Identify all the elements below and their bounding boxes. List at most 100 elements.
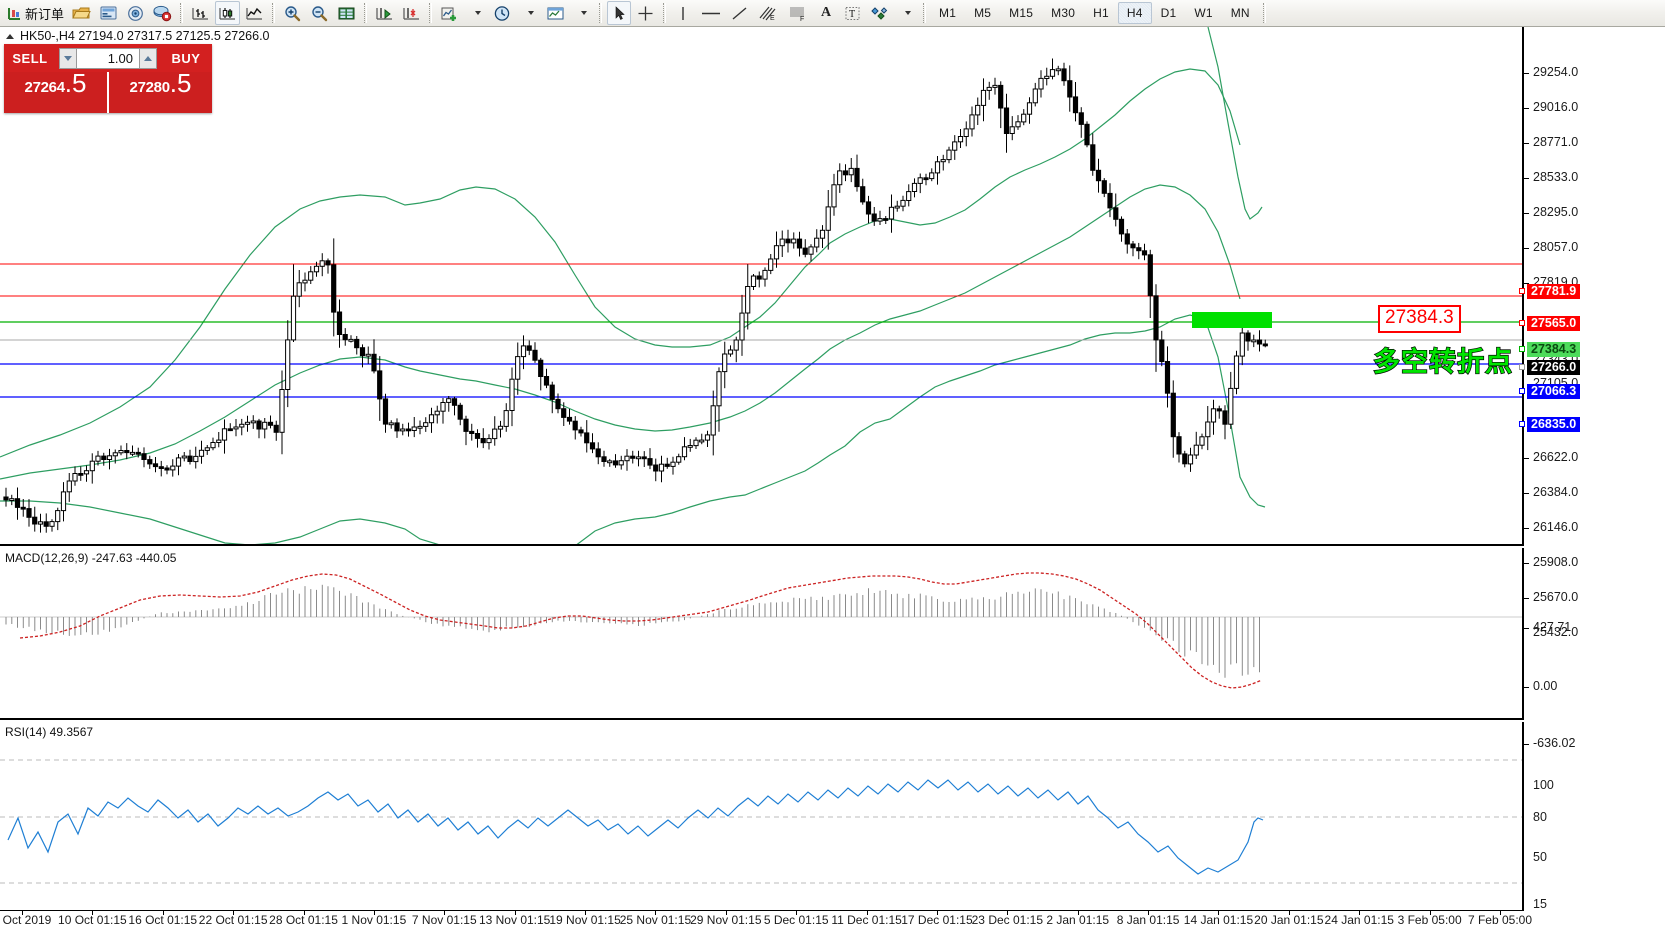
profiles-button[interactable] [69, 1, 94, 25]
zoom-out-button[interactable] [307, 1, 332, 25]
candle-body-up [181, 455, 187, 459]
crosshair-icon [638, 6, 653, 20]
shapes-dropdown[interactable] [894, 1, 918, 25]
svg-text:F: F [800, 16, 804, 22]
candle-body-down [32, 516, 38, 525]
fibonacci-button[interactable]: F [784, 1, 812, 25]
sell-price-decimal: .5 [64, 68, 87, 98]
auto-scroll-button[interactable] [372, 1, 397, 25]
candle-body-down [653, 464, 659, 472]
chevron-up-icon [144, 55, 152, 61]
indicators-dropdown[interactable] [464, 1, 488, 25]
timeframe-m30-button[interactable]: M30 [1051, 6, 1076, 20]
price-level-handle[interactable] [1519, 288, 1525, 294]
price-level-handle[interactable] [1519, 320, 1525, 326]
templates-button[interactable] [543, 1, 568, 25]
line-chart-button[interactable] [242, 1, 267, 25]
candle-body-down [3, 496, 9, 501]
candle-body-up [486, 438, 492, 444]
timeframe-d1-button[interactable]: D1 [1160, 6, 1177, 20]
macd-scale-label: -636.02 [1533, 736, 1576, 750]
timeframe-h1-button[interactable]: H1 [1093, 6, 1109, 20]
candle-body-up [129, 451, 136, 455]
text-button[interactable]: A [814, 1, 838, 25]
candle-body-up [1026, 102, 1033, 115]
buy-button[interactable]: BUY [160, 44, 212, 72]
timeframe-mn-button[interactable]: MN [1230, 6, 1250, 20]
horizontal-line-button[interactable] [697, 1, 725, 25]
equidistant-channel-button[interactable]: E [754, 1, 782, 25]
sell-button[interactable]: SELL [4, 44, 56, 72]
price-level-chip-resistance[interactable]: 27781.9 [1527, 284, 1581, 299]
collapse-triangle-icon[interactable] [6, 33, 14, 39]
rsi-pane[interactable]: RSI(14) 49.3567 [0, 722, 1524, 911]
timeframe-w1-button[interactable]: W1 [1194, 6, 1213, 20]
price-level-chip-support[interactable]: 27066.3 [1527, 384, 1581, 399]
price-scale-tick [1524, 213, 1529, 214]
time-axis-label: 2 Jan 01:15 [1046, 913, 1110, 927]
market-watch-button[interactable] [96, 1, 121, 25]
indicators-button[interactable] [437, 1, 462, 25]
candle-body-down [842, 170, 849, 176]
candle-body-down [1159, 339, 1165, 362]
timeframe-m5-button[interactable]: M5 [974, 6, 992, 20]
chinese-note-annotation[interactable]: 多空转折点 [1372, 346, 1513, 378]
templates-dropdown[interactable] [570, 1, 594, 25]
price-level-chip-last-price[interactable]: 27266.0 [1527, 360, 1581, 375]
sell-price[interactable]: 27264 .5 [4, 68, 109, 113]
time-axis-tick [725, 911, 727, 915]
buy-price-integer: 27280 [129, 79, 171, 96]
price-level-handle[interactable] [1519, 421, 1525, 427]
periods-button[interactable] [490, 1, 515, 25]
candle-body-up [1251, 339, 1257, 343]
candle-body-down [457, 404, 463, 420]
candle-body-down [785, 238, 791, 244]
volume-control[interactable]: 1.00 [56, 44, 160, 72]
price-level-handle[interactable] [1519, 346, 1525, 352]
chart-area[interactable]: MACD(12,26,9) -247.63 -440.05 RSI(14) 49… [0, 27, 1665, 949]
new-order-button[interactable]: 新订单 [3, 1, 67, 25]
time-axis-tick [1500, 911, 1501, 915]
zoom-in-button[interactable] [280, 1, 305, 25]
line-chart-icon [246, 7, 263, 20]
price-scale-label: 26384.0 [1533, 485, 1579, 499]
crosshair-button[interactable] [633, 1, 658, 25]
macd-pane[interactable]: MACD(12,26,9) -247.63 -440.05 [0, 548, 1524, 720]
price-scale[interactable]: 29254.0 29016.0 28771.0 28533.0 28295.0 28057… [1519, 27, 1665, 930]
timeframe-h4-button[interactable]: H4 [1117, 2, 1152, 24]
volume-decrement-button[interactable] [59, 47, 77, 69]
candle-body-up [1015, 121, 1021, 128]
volume-input[interactable]: 1.00 [77, 47, 139, 69]
one-click-trading-panel[interactable]: SELL 1.00 BUY 27264 .5 27280 .5 [4, 44, 212, 113]
cursor-button[interactable] [607, 1, 632, 25]
vertical-line-button[interactable] [671, 1, 695, 25]
price-level-handle[interactable] [1519, 388, 1525, 394]
price-callout-annotation[interactable]: 27384.3 [1378, 305, 1461, 333]
candle-body-down [141, 453, 147, 461]
trendline-button[interactable] [727, 1, 752, 25]
text-label-button[interactable]: T [840, 1, 865, 25]
volume-increment-button[interactable] [139, 47, 157, 69]
candlestick-chart-button[interactable] [215, 1, 241, 25]
channel-icon: E [759, 6, 776, 22]
bar-chart-button[interactable] [188, 1, 213, 25]
data-window-button[interactable] [334, 1, 359, 25]
periods-dropdown[interactable] [517, 1, 541, 25]
price-level-chip-resistance[interactable]: 27565.0 [1527, 316, 1581, 331]
navigator-button[interactable] [123, 1, 148, 25]
price-level-chip-support[interactable]: 26835.0 [1527, 417, 1581, 432]
price-level-chip-entry[interactable]: 27384.3 [1527, 342, 1581, 357]
autotrade-button[interactable] [150, 1, 175, 25]
price-level-handle[interactable] [1519, 364, 1525, 370]
shapes-button[interactable] [867, 1, 892, 25]
timeframe-m1-button[interactable]: M1 [939, 6, 957, 20]
timeframe-m15-button[interactable]: M15 [1009, 6, 1034, 20]
buy-price[interactable]: 27280 .5 [109, 68, 212, 113]
buy-price-decimal: .5 [169, 68, 192, 98]
candle-body-down [802, 247, 808, 255]
chart-shift-button[interactable] [399, 1, 424, 25]
candle-body-down [336, 311, 343, 335]
candlestick-icon [219, 7, 236, 20]
price-pane[interactable] [0, 27, 1524, 546]
